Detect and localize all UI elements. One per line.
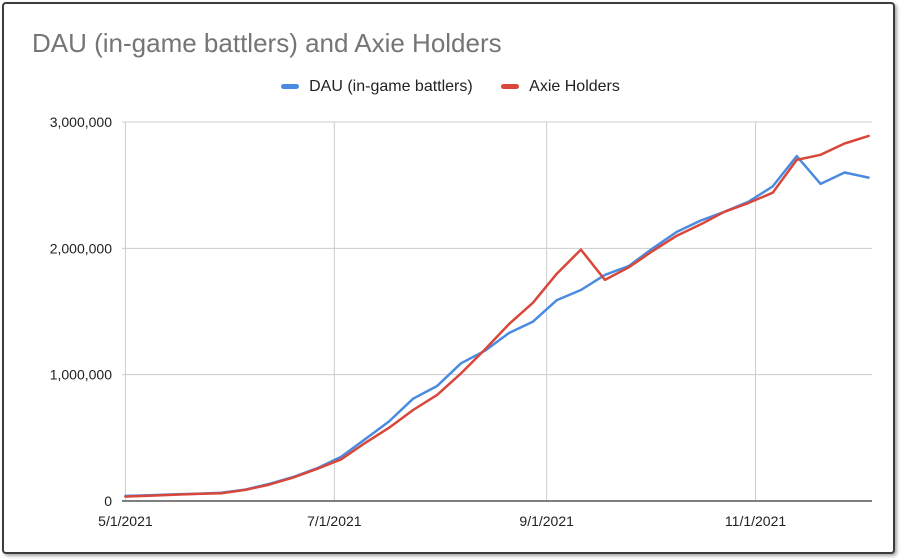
- legend-swatch-axie-holders: [501, 84, 520, 89]
- y-tick-label: 3,000,000: [50, 114, 112, 130]
- legend-label-dau: DAU (in-game battlers): [309, 77, 473, 95]
- y-tick-label: 1,000,000: [50, 367, 112, 383]
- y-tick-label: 2,000,000: [50, 240, 112, 256]
- x-tick-label: 11/1/2021: [725, 513, 786, 529]
- x-tick-label: 9/1/2021: [519, 513, 574, 529]
- series-line-axie-holders: [124, 134, 870, 498]
- legend-item-axie-holders: Axie Holders: [501, 78, 620, 96]
- x-tick-label: 7/1/2021: [307, 513, 362, 529]
- legend-label-axie-holders: Axie Holders: [529, 77, 620, 95]
- chart-frame: [2, 2, 895, 554]
- y-tick-label: 0: [104, 493, 112, 509]
- series-line-dau: [124, 154, 870, 498]
- legend-swatch-dau: [281, 84, 300, 89]
- chart-legend: DAU (in-game battlers) Axie Holders: [0, 76, 901, 96]
- legend-item-dau: DAU (in-game battlers): [281, 78, 473, 96]
- x-tick-label: 5/1/2021: [98, 513, 153, 529]
- chart-title: DAU (in-game battlers) and Axie Holders: [32, 28, 502, 58]
